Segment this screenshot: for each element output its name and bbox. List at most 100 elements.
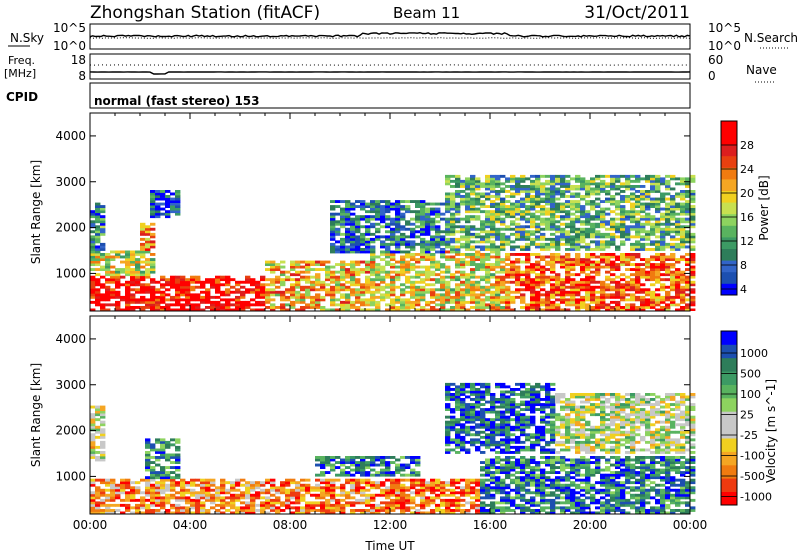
power-cell xyxy=(170,202,176,206)
power-cell xyxy=(150,195,156,198)
velocity-cell xyxy=(475,493,481,497)
power-cell xyxy=(115,308,121,311)
power-cell xyxy=(480,205,486,208)
power-cell xyxy=(635,278,641,282)
velocity-cell xyxy=(450,398,456,401)
velocity-cell xyxy=(200,478,206,482)
power-cell xyxy=(620,273,626,277)
power-cell xyxy=(485,268,491,271)
power-cell xyxy=(565,230,571,234)
power-cell xyxy=(365,220,371,224)
velocity-cell xyxy=(320,486,326,490)
power-cell xyxy=(515,245,521,249)
power-cell xyxy=(375,222,381,226)
velocity-cell xyxy=(190,501,196,505)
power-cell xyxy=(350,242,356,246)
velocity-cell xyxy=(500,413,506,417)
power-cell xyxy=(345,293,351,297)
velocity-cell xyxy=(285,498,291,502)
velocity-cell xyxy=(465,433,471,437)
power-cell xyxy=(680,293,686,297)
power-cell xyxy=(335,298,341,302)
power-cell xyxy=(650,273,656,277)
power-cell xyxy=(355,248,361,251)
power-cell xyxy=(585,217,591,221)
power-cell xyxy=(575,174,581,178)
power-cell xyxy=(625,187,631,191)
velocity-cell xyxy=(180,486,186,490)
power-cell xyxy=(635,253,641,256)
power-cell xyxy=(635,195,641,198)
power-cell xyxy=(685,263,691,266)
velocity-cell xyxy=(370,461,376,464)
power-cell xyxy=(490,177,496,181)
power-cell xyxy=(600,260,606,264)
power-cell xyxy=(540,190,546,193)
power-cell xyxy=(265,293,271,297)
velocity-cell xyxy=(395,458,401,462)
power-cell xyxy=(660,255,666,259)
power-cell xyxy=(585,303,591,307)
velocity-cell xyxy=(425,486,431,490)
velocity-cell xyxy=(470,415,476,419)
power-cell xyxy=(425,225,431,229)
velocity-cell xyxy=(170,461,176,464)
power-cell xyxy=(400,265,406,269)
power-cell xyxy=(370,283,376,287)
velocity-cell xyxy=(385,486,391,490)
power-cell xyxy=(655,187,661,191)
power-cell xyxy=(575,200,581,203)
power-cell xyxy=(370,207,376,211)
power-cell xyxy=(585,202,591,206)
power-cell xyxy=(555,255,561,259)
power-cell xyxy=(535,303,541,307)
power-cell xyxy=(335,288,341,292)
power-cell xyxy=(620,190,626,193)
power-cell xyxy=(565,300,571,304)
power-cell xyxy=(550,182,556,186)
power-cell xyxy=(170,280,176,284)
velocity-cell xyxy=(505,400,511,404)
power-cell xyxy=(445,232,451,236)
power-cell xyxy=(555,192,561,196)
velocity-cell xyxy=(380,483,386,487)
power-cell xyxy=(625,306,631,309)
velocity-cell xyxy=(280,486,286,490)
velocity-cell xyxy=(420,483,426,487)
power-cell xyxy=(500,212,506,216)
power-cell xyxy=(310,260,316,264)
power-cell xyxy=(335,278,341,282)
power-cell xyxy=(485,240,491,244)
power-cell xyxy=(380,210,386,214)
power-cell xyxy=(95,260,101,264)
power-cell xyxy=(590,280,596,284)
velocity-cell xyxy=(165,443,171,447)
power-cell xyxy=(685,280,691,284)
power-cell xyxy=(410,300,416,304)
power-cell xyxy=(400,212,406,216)
velocity-cell xyxy=(335,486,341,490)
power-cell xyxy=(130,306,136,309)
power-cell xyxy=(570,278,576,282)
velocity-cell xyxy=(175,448,181,452)
velocity-cell xyxy=(475,415,481,419)
velocity-cell xyxy=(490,501,496,505)
power-cell xyxy=(385,293,391,297)
velocity-cell xyxy=(130,486,136,490)
velocity-cell xyxy=(515,466,521,469)
power-cell xyxy=(290,268,296,271)
velocity-cell xyxy=(155,463,161,467)
velocity-cell xyxy=(445,430,451,434)
power-cell xyxy=(235,306,241,309)
power-cell xyxy=(590,248,596,251)
power-cell xyxy=(540,227,546,231)
power-cell xyxy=(600,255,606,259)
power-cell xyxy=(410,303,416,307)
velocity-cell xyxy=(100,478,106,482)
power-cell xyxy=(555,308,561,311)
power-cell xyxy=(135,298,141,302)
power-cell xyxy=(415,200,421,203)
power-colorbar-frame xyxy=(720,120,738,296)
power-cell xyxy=(635,232,641,236)
power-cell xyxy=(525,283,531,287)
